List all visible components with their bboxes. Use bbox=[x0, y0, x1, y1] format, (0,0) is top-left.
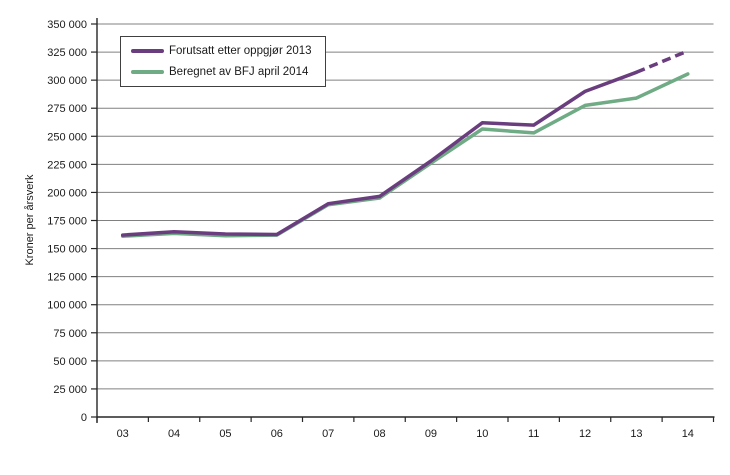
x-tick-label: 07 bbox=[322, 428, 334, 440]
y-tick-label: 350 000 bbox=[47, 19, 87, 31]
y-tick-label: 300 000 bbox=[47, 75, 87, 87]
y-tick-label: 100 000 bbox=[47, 300, 87, 312]
series-line-solid bbox=[120, 70, 639, 237]
x-tick-label: 11 bbox=[528, 428, 539, 440]
legend-item: Forutsatt etter oppgjør 2013 bbox=[131, 45, 325, 57]
y-tick-label: 275 000 bbox=[47, 103, 87, 115]
y-tick-label: 250 000 bbox=[47, 131, 87, 143]
y-tick-label: 225 000 bbox=[47, 159, 87, 171]
y-axis-title: Kroner per årsverk bbox=[24, 174, 36, 266]
x-tick-label: 03 bbox=[117, 428, 129, 440]
x-tick-label: 09 bbox=[425, 428, 437, 440]
y-tick-label: 150 000 bbox=[47, 244, 87, 256]
y-tick-label: 75 000 bbox=[53, 328, 87, 340]
legend-line-swatch bbox=[131, 49, 164, 54]
x-tick-label: 04 bbox=[168, 428, 180, 440]
x-tick-label: 05 bbox=[219, 428, 231, 440]
x-tick-label: 08 bbox=[373, 428, 385, 440]
x-tick-label: 06 bbox=[271, 428, 283, 440]
legend: Forutsatt etter oppgjør 2013 Beregnet av… bbox=[120, 36, 326, 87]
y-tick-label: 200 000 bbox=[47, 187, 87, 199]
x-tick-label: 10 bbox=[476, 428, 488, 440]
legend-line-swatch bbox=[131, 69, 164, 74]
legend-item: Beregnet av BFJ april 2014 bbox=[131, 66, 325, 78]
series-line-dashed bbox=[635, 49, 689, 74]
y-tick-label: 50 000 bbox=[53, 356, 87, 368]
series-line bbox=[120, 72, 690, 238]
x-tick-label: 13 bbox=[630, 428, 642, 440]
legend-label: Forutsatt etter oppgjør 2013 bbox=[169, 45, 312, 58]
legend-label: Beregnet av BFJ april 2014 bbox=[169, 65, 309, 78]
y-tick-label: 0 bbox=[81, 412, 87, 424]
y-tick-label: 325 000 bbox=[47, 47, 87, 59]
y-tick-label: 125 000 bbox=[47, 272, 87, 284]
y-tick-label: 175 000 bbox=[47, 216, 87, 228]
x-tick-label: 12 bbox=[579, 428, 591, 440]
x-tick-label: 14 bbox=[682, 428, 694, 440]
y-tick-label: 25 000 bbox=[53, 384, 87, 396]
